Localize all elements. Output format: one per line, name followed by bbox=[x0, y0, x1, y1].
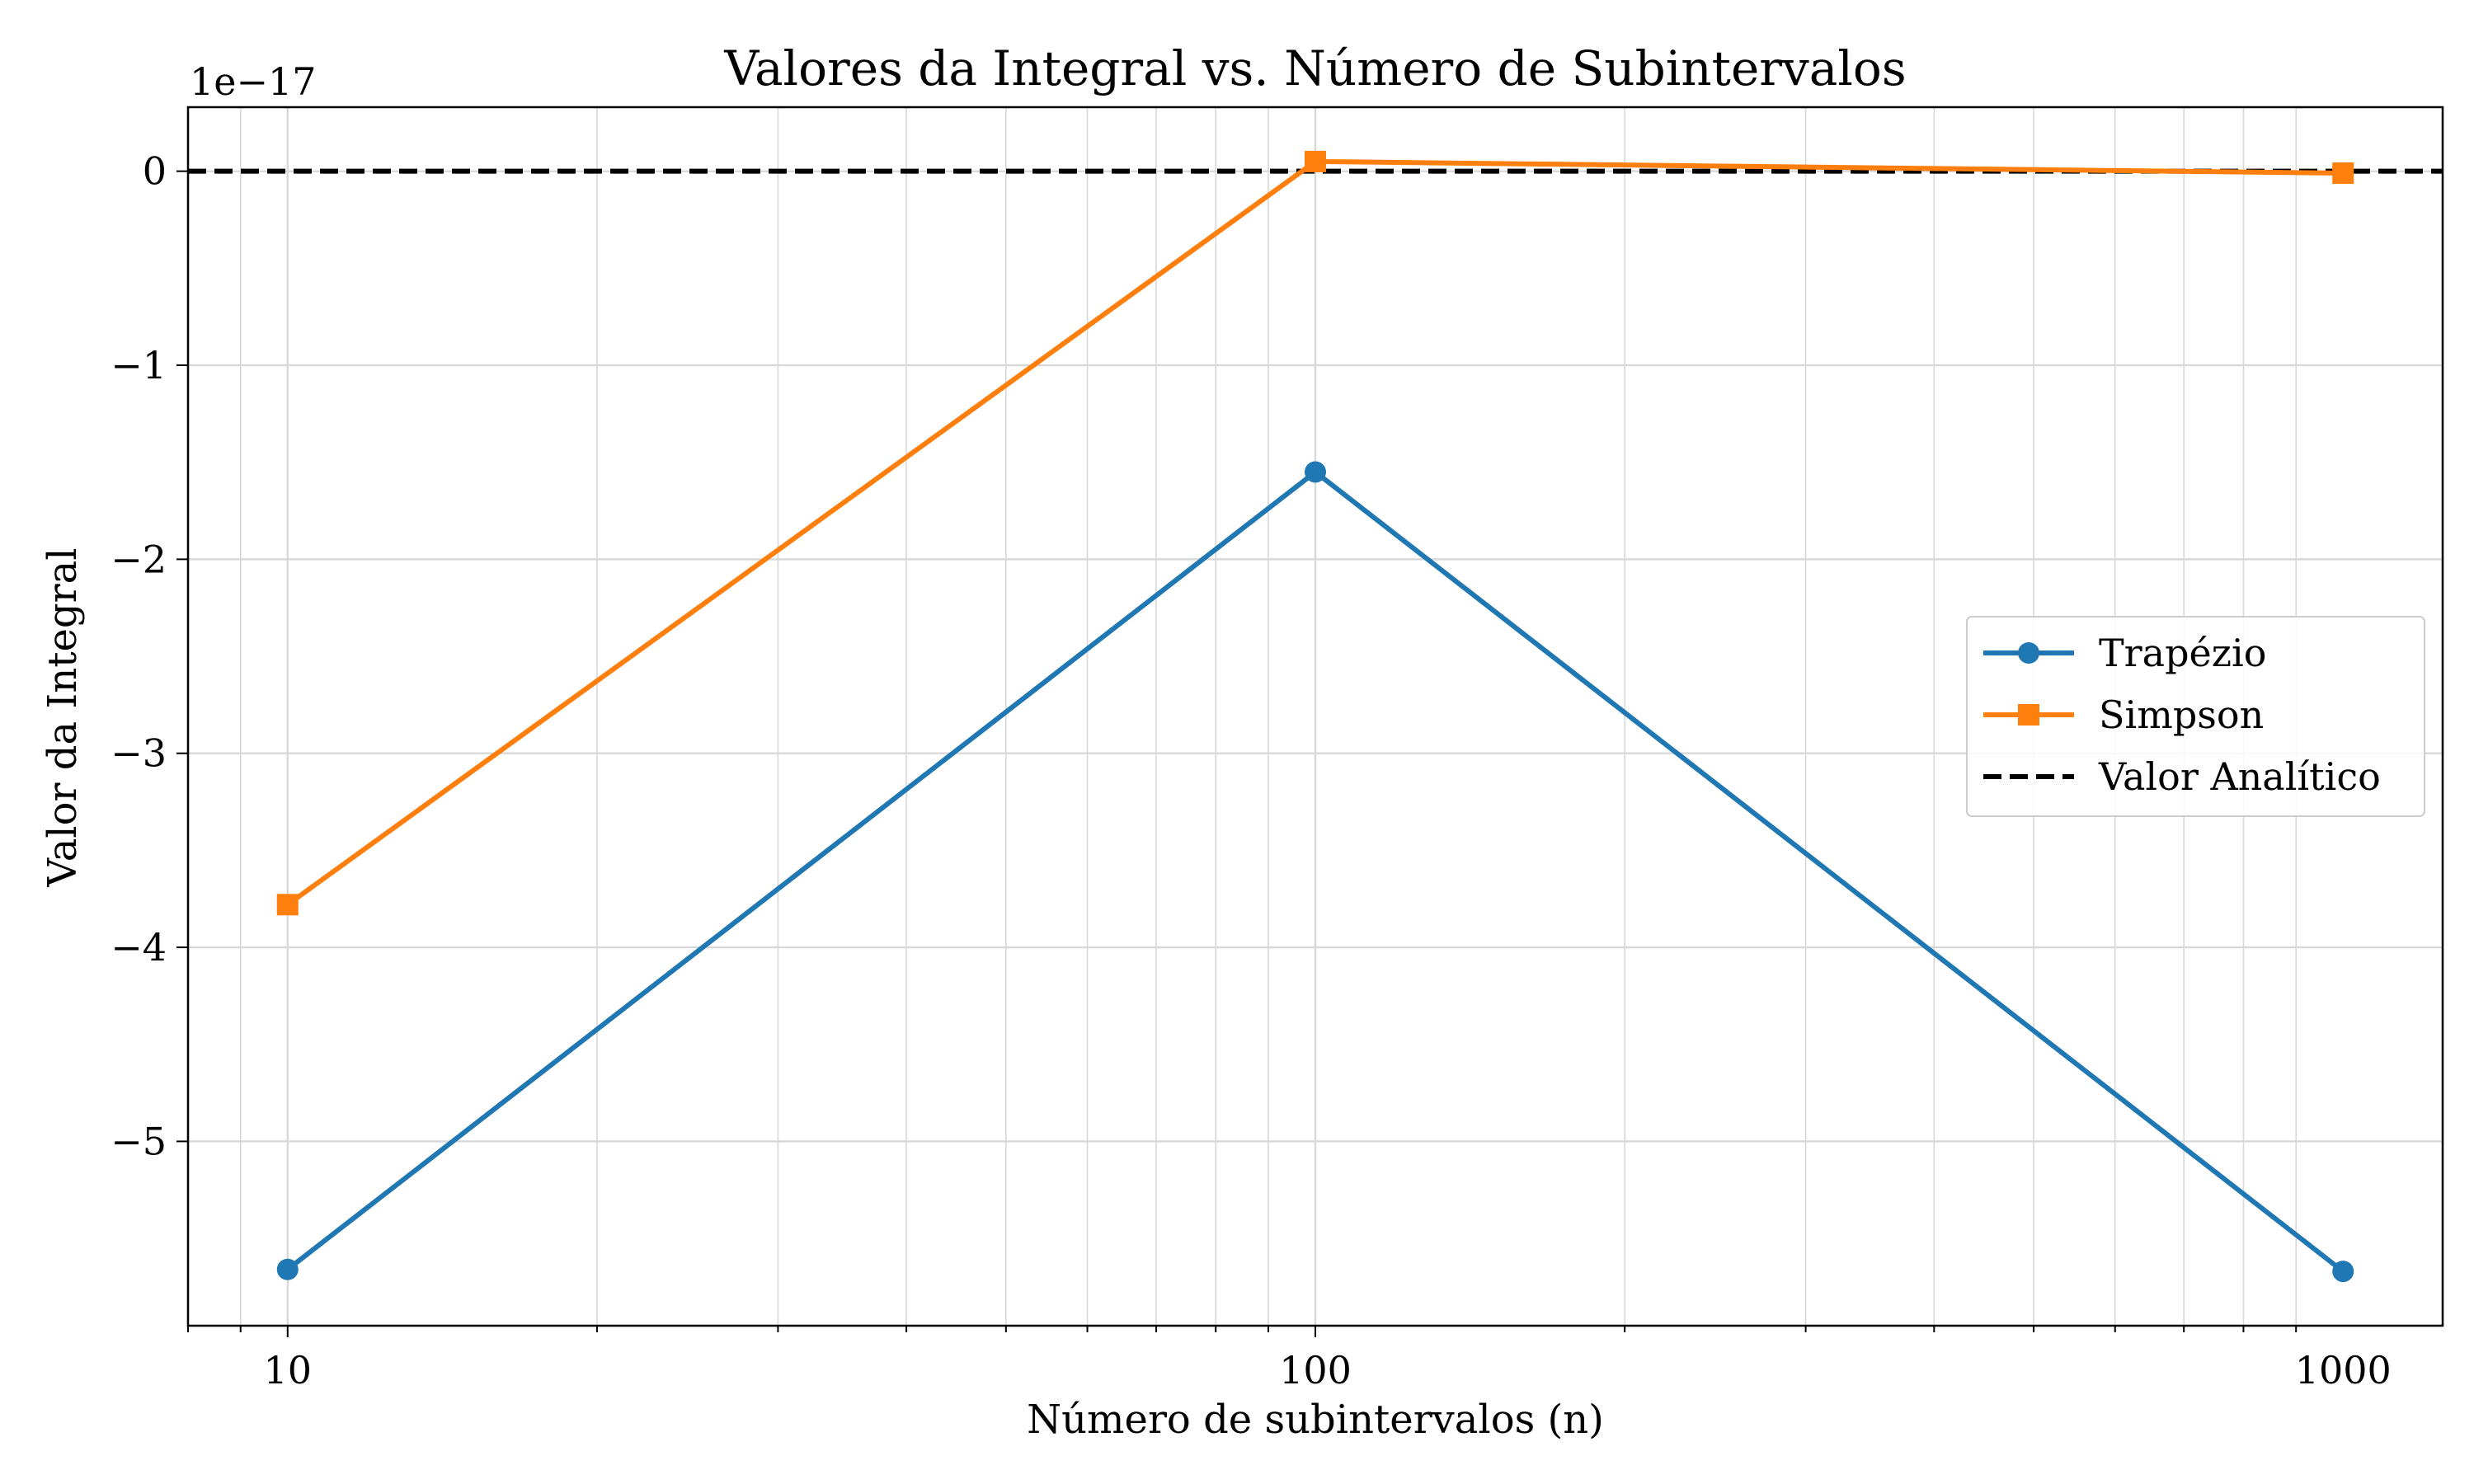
y-axis-multiplier: 1e−17 bbox=[190, 59, 317, 104]
y-tick-label: −5 bbox=[111, 1119, 167, 1163]
legend-label: Simpson bbox=[2099, 693, 2264, 737]
x-tick-label: 100 bbox=[1279, 1348, 1352, 1392]
x-tick-label: 10 bbox=[263, 1348, 312, 1392]
y-axis-label: Valor da Integral bbox=[40, 547, 86, 887]
data-point-simpson bbox=[1305, 150, 1326, 172]
y-tick-label: −2 bbox=[111, 537, 167, 581]
data-point-trapezio bbox=[1305, 461, 1326, 483]
y-tick-label: −3 bbox=[111, 731, 167, 776]
x-axis-label: Número de subintervalos (n) bbox=[1027, 1397, 1604, 1443]
legend-frame bbox=[1966, 616, 2425, 817]
legend-marker bbox=[2018, 642, 2039, 664]
x-tick-label: 1000 bbox=[2295, 1348, 2392, 1392]
y-tick-label: −1 bbox=[111, 343, 167, 387]
data-point-trapezio bbox=[276, 1258, 299, 1280]
data-point-simpson bbox=[2332, 162, 2354, 185]
chart-title: Valores da Integral vs. Número de Subint… bbox=[723, 40, 1906, 96]
data-point-trapezio bbox=[2332, 1261, 2354, 1283]
legend-label: Valor Analítico bbox=[2098, 754, 2381, 799]
legend: Trapézio Simpson Valor Analítico bbox=[1966, 616, 2425, 817]
axes: 0 −1 −2 −3 −4 −5 10 100 1000 bbox=[111, 106, 2444, 1392]
plot-data bbox=[188, 150, 2443, 1283]
legend-label: Trapézio bbox=[2099, 631, 2266, 675]
plot-frame bbox=[186, 106, 2444, 1327]
legend-marker bbox=[2018, 704, 2039, 726]
y-tick-label: −4 bbox=[111, 925, 167, 970]
y-tick-label: 0 bbox=[143, 149, 167, 194]
data-point-simpson bbox=[276, 894, 299, 916]
